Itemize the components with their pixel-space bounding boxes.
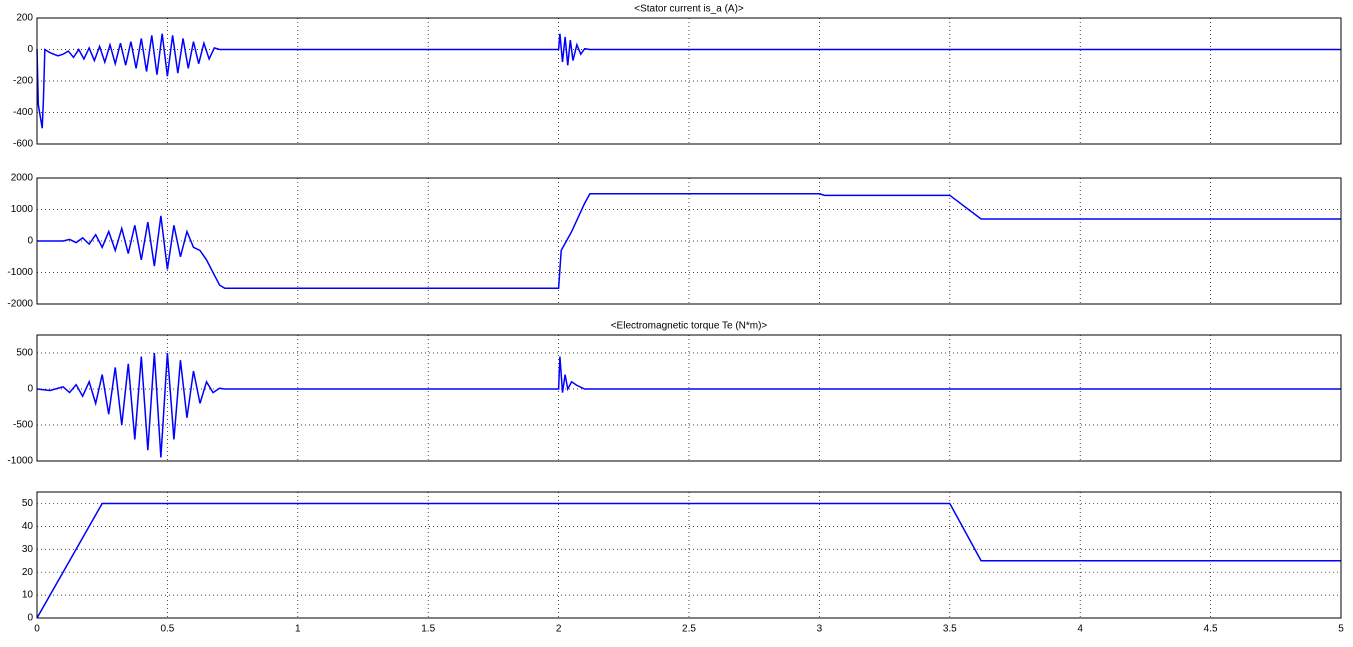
y-tick-label: -500 [13, 420, 33, 431]
y-tick-label: -2000 [7, 299, 33, 310]
y-tick-label: -400 [13, 107, 33, 118]
x-tick-label: 4.5 [1204, 624, 1218, 635]
x-tick-label: 4 [1077, 624, 1083, 635]
x-tick-label: 3 [817, 624, 823, 635]
plot-title: <Stator current is_a (A)> [634, 4, 744, 15]
y-tick-label: 0 [27, 236, 33, 247]
y-tick-label: 1000 [11, 204, 34, 215]
signal-line [37, 193, 1341, 289]
plot-frame [36, 17, 1342, 145]
plot-title: <Electromagnetic torque Te (N*m)> [611, 321, 768, 332]
x-tick-label: 0.5 [160, 624, 174, 635]
signal-line [36, 33, 1341, 129]
y-tick-label: 20 [22, 567, 34, 578]
y-tick-label: 50 [22, 498, 34, 509]
x-tick-label: 1 [295, 624, 301, 635]
signal-line [36, 502, 1341, 619]
y-tick-label: 2000 [11, 173, 34, 184]
y-tick-label: -1000 [7, 267, 33, 278]
x-tick-label: 1.5 [421, 624, 435, 635]
y-tick-label: 40 [22, 521, 34, 532]
y-tick-label: 500 [16, 348, 33, 359]
y-tick-label: 10 [22, 590, 34, 601]
plot-area [37, 492, 1341, 618]
y-tick-label: 200 [16, 13, 33, 24]
plot-frame [36, 334, 1342, 462]
y-tick-label: 0 [27, 384, 33, 395]
plot-area [37, 335, 1341, 461]
x-tick-label: 5 [1338, 624, 1344, 635]
y-tick-label: 0 [27, 44, 33, 55]
plot-frame [36, 491, 1342, 619]
y-tick-label: -200 [13, 76, 33, 87]
signal-line [36, 352, 1341, 458]
y-tick-label: -1000 [7, 456, 33, 467]
x-tick-label: 2 [556, 624, 562, 635]
y-tick-label: 0 [27, 613, 33, 624]
y-tick-label: 30 [22, 544, 34, 555]
x-tick-label: 0 [34, 624, 40, 635]
plot-frame [36, 177, 1342, 305]
y-tick-label: -600 [13, 139, 33, 150]
x-tick-label: 3.5 [943, 624, 957, 635]
x-tick-label: 2.5 [682, 624, 696, 635]
